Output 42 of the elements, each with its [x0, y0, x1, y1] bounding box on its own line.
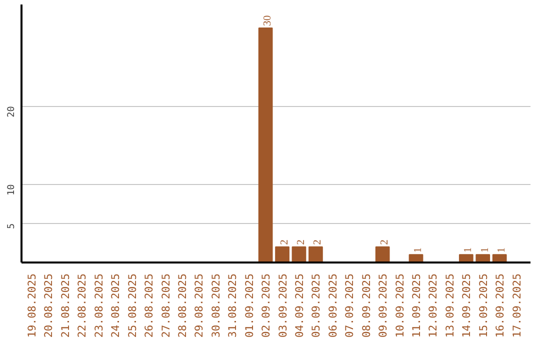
y-tick-label: 10: [6, 184, 17, 196]
data-label: 2: [279, 240, 290, 245]
x-tick-label: 06.09.2025: [326, 274, 340, 338]
x-tick-label: 21.08.2025: [58, 274, 72, 338]
data-label: 2: [296, 240, 307, 245]
x-tick-label: 10.09.2025: [393, 274, 406, 338]
x-tick-label: 01.09.2025: [242, 274, 256, 338]
x-tick-label: 11.09.2025: [410, 274, 423, 338]
x-tick-label: 30.08.2025: [209, 274, 222, 338]
x-tick-label: 31.08.2025: [226, 274, 240, 338]
x-tick-label: 07.09.2025: [343, 274, 356, 338]
x-tick-label: 25.08.2025: [126, 274, 139, 338]
x-tick-label: 17.09.2025: [510, 274, 524, 338]
x-tick-label: 26.08.2025: [142, 274, 156, 338]
x-tick-label: 24.08.2025: [109, 274, 122, 338]
x-tick-label: 15.09.2025: [476, 274, 490, 338]
x-tick-label: 22.08.2025: [76, 274, 89, 338]
x-tick-label: 08.09.2025: [360, 274, 373, 338]
data-label: 1: [496, 247, 508, 253]
x-tick-label: 04.09.2025: [292, 274, 306, 338]
y-tick-label: 20: [6, 106, 17, 118]
data-label: 1: [480, 247, 491, 253]
x-tick-label: 05.09.2025: [310, 274, 323, 338]
data-label: 2: [312, 240, 324, 245]
data-label: 30: [262, 15, 274, 26]
x-tick-label: 16.09.2025: [494, 274, 507, 338]
x-tick-label: 27.08.2025: [159, 274, 172, 338]
x-tick-label: 28.08.2025: [176, 274, 189, 338]
y-tick-label: 5: [6, 223, 17, 230]
x-tick-label: 19.08.2025: [26, 274, 39, 338]
data-label: 1: [412, 247, 424, 253]
x-tick-label: 13.09.2025: [443, 274, 456, 338]
x-tick-label: 03.09.2025: [276, 274, 290, 338]
data-label: 1: [463, 247, 474, 253]
x-tick-label: 09.09.2025: [376, 274, 390, 338]
x-tick-label: 23.08.2025: [92, 274, 106, 338]
x-tick-label: 20.08.2025: [42, 274, 56, 338]
x-tick-label: 12.09.2025: [426, 274, 440, 338]
x-tick-label: 29.08.2025: [192, 274, 206, 338]
x-tick-label: 14.09.2025: [460, 274, 474, 338]
data-label: 2: [380, 240, 391, 245]
x-tick-label: 02.09.2025: [260, 274, 273, 338]
